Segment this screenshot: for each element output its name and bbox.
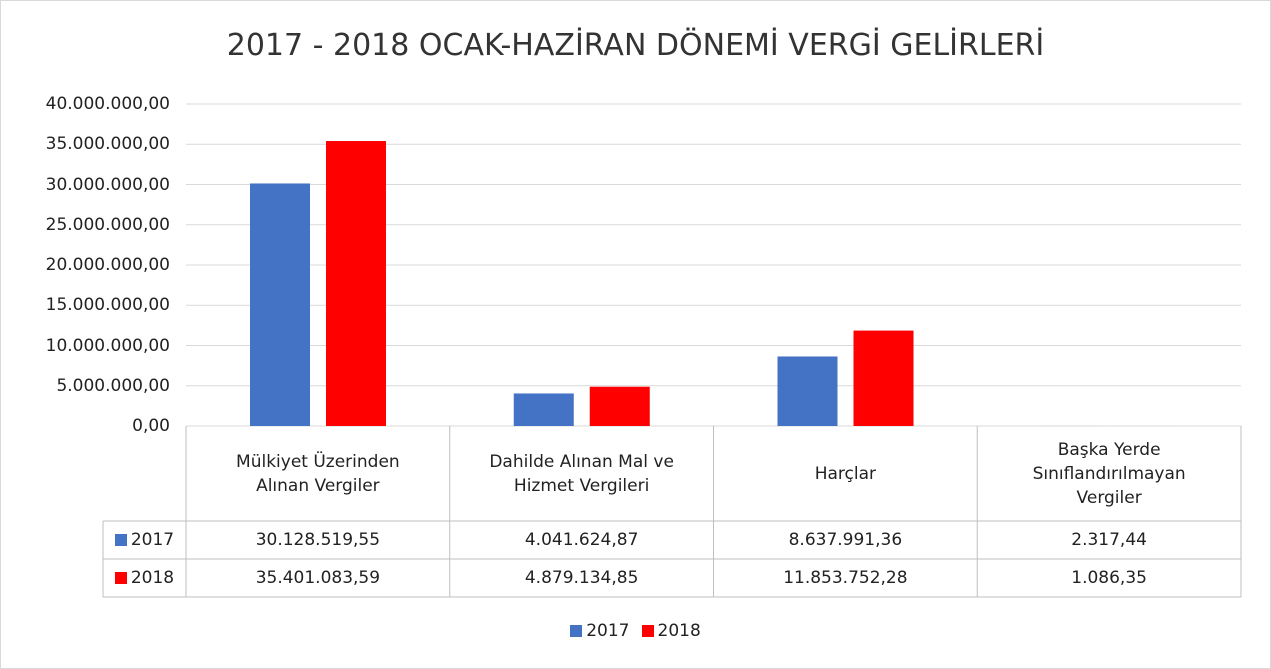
category-label: Başka Yerde Sınıflandırılmayan Vergiler (1032, 439, 1186, 508)
series-name: 2018 (130, 568, 175, 588)
y-tick-label: 0,00 (132, 416, 170, 436)
legend-item: 2017 (570, 621, 630, 641)
table-row-label: 2017 (103, 521, 186, 559)
bar (326, 141, 386, 426)
table-value: 8.637.991,36 (788, 530, 903, 550)
table-value: 4.879.134,85 (524, 568, 639, 588)
legend-label: 2018 (657, 621, 701, 641)
table-value: 4.041.624,87 (524, 530, 639, 550)
table-value: 30.128.519,55 (255, 530, 381, 550)
y-tick-label: 30.000.000,00 (45, 174, 170, 195)
category-label: Dahilde Alınan Mal ve Hizmet Vergileri (489, 451, 674, 496)
y-tick-label: 35.000.000,00 (45, 134, 170, 155)
legend: 2017 2018 (0, 621, 1271, 642)
bar (589, 386, 650, 426)
bar (513, 393, 574, 426)
y-tick-label: 40.000.000,00 (45, 94, 170, 114)
legend-swatch (114, 572, 127, 584)
y-tick-label: 5.000.000,00 (56, 375, 170, 396)
bar (250, 183, 310, 426)
legend-swatch (570, 625, 583, 637)
y-tick-label: 25.000.000,00 (45, 214, 170, 235)
bar (853, 330, 914, 426)
series-name: 2017 (130, 530, 175, 550)
legend-label: 2017 (586, 621, 630, 641)
category-label: Mülkiyet Üzerinden Alınan Vergiler (236, 451, 400, 496)
legend-item: 2018 (641, 621, 701, 641)
legend-swatch (641, 625, 654, 637)
chart-title: 2017 - 2018 OCAK-HAZİRAN DÖNEMİ VERGİ GE… (226, 28, 1045, 63)
table-value: 1.086,35 (1071, 568, 1147, 588)
legend-swatch (114, 534, 127, 546)
table-value: 2.317,44 (1071, 530, 1147, 550)
y-tick-label: 10.000.000,00 (45, 335, 170, 356)
y-tick-label: 15.000.000,00 (45, 295, 170, 316)
table-value: 11.853.752,28 (783, 568, 908, 588)
table-value: 35.401.083,59 (255, 568, 381, 588)
category-label: Harçlar (814, 463, 877, 484)
bar (777, 356, 838, 426)
table-row-label: 2018 (103, 559, 186, 597)
y-tick-label: 20.000.000,00 (45, 255, 170, 275)
